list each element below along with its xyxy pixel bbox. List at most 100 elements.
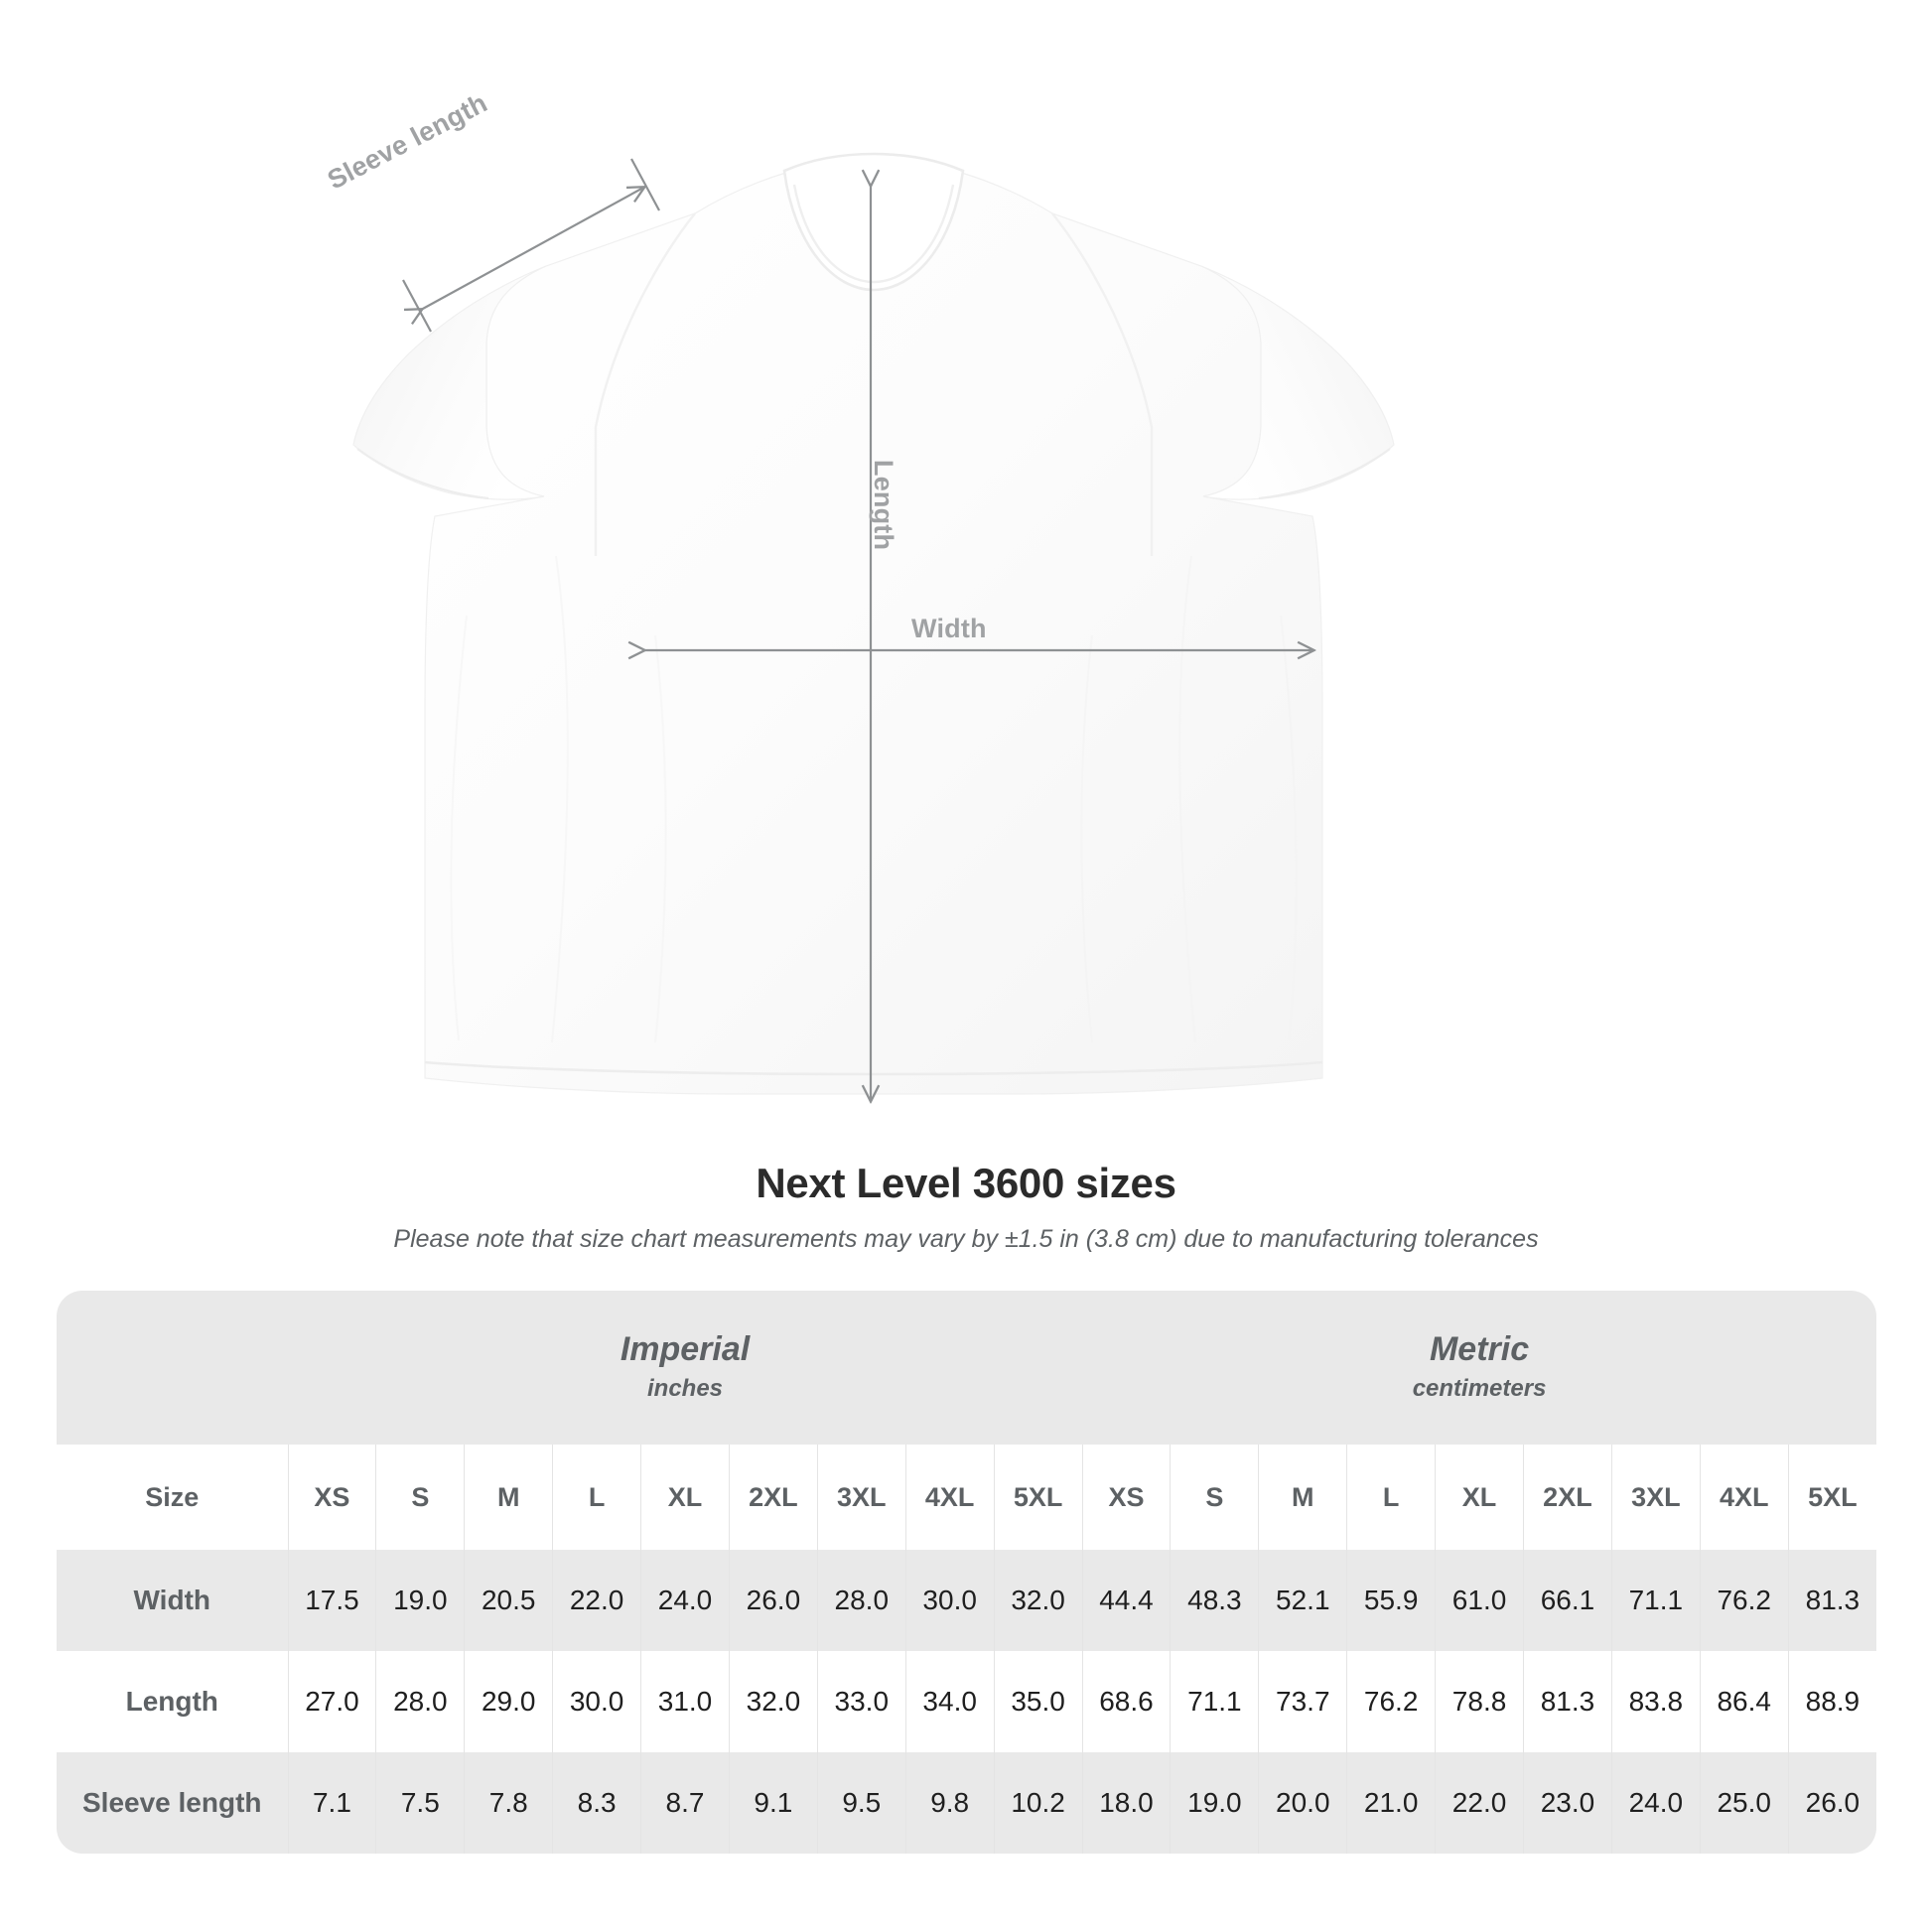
cell-width-imperial-m: 20.5 [464, 1550, 553, 1651]
cell-length-imperial-4xl: 34.0 [904, 1651, 995, 1752]
cell-width-imperial-2xl: 26.0 [728, 1550, 818, 1651]
cell-length-metric-s: 71.1 [1170, 1651, 1259, 1752]
cell-length-metric-4xl: 86.4 [1699, 1651, 1789, 1752]
tshirt-diagram-svg [352, 152, 1395, 1147]
cell-width-imperial-xs: 17.5 [287, 1550, 376, 1651]
size-header-imperial-2xl: 2XL [728, 1445, 818, 1550]
cell-width-metric-s: 48.3 [1170, 1550, 1259, 1651]
cell-width-imperial-l: 22.0 [552, 1550, 641, 1651]
cell-length-metric-2xl: 81.3 [1523, 1651, 1612, 1752]
table-row: Length 27.0 28.0 29.0 30.0 31.0 32.0 33.0 34.0 35… [57, 1651, 1877, 1752]
size-header-imperial-3xl: 3XL [816, 1445, 906, 1550]
cell-length-imperial-s: 28.0 [375, 1651, 465, 1752]
row-label-sleeve-length: Sleeve length [57, 1752, 288, 1854]
length-label: Length [869, 460, 898, 551]
page-subtitle: Please note that size chart measurements… [393, 1225, 1539, 1253]
cell-length-imperial-2xl: 32.0 [728, 1651, 818, 1752]
cell-width-metric-m: 52.1 [1258, 1550, 1347, 1651]
size-header-metric-4xl: 4XL [1699, 1445, 1789, 1550]
size-table-head: Imperial inches Metric centimeters Size … [57, 1291, 1877, 1550]
cell-width-imperial-3xl: 28.0 [816, 1550, 906, 1651]
size-header-row: Size XS S M L XL 2XL 3XL 4XL 5XL XS S M L XL 2XL 3XL 4XL… [57, 1445, 1877, 1550]
cell-length-imperial-3xl: 33.0 [816, 1651, 906, 1752]
size-header-imperial-xs: XS [287, 1445, 376, 1550]
cell-length-imperial-l: 30.0 [552, 1651, 641, 1752]
size-header-imperial-4xl: 4XL [904, 1445, 995, 1550]
cell-length-imperial-xs: 27.0 [287, 1651, 376, 1752]
title-block: Next Level 3600 sizes Please note that s… [0, 1160, 1932, 1254]
cell-sleeve-length-metric-5xl: 26.0 [1787, 1752, 1877, 1854]
cell-width-metric-3xl: 71.1 [1610, 1550, 1701, 1651]
unit-banner-blank [57, 1291, 288, 1445]
size-header-metric-xl: XL [1435, 1445, 1524, 1550]
cell-width-imperial-xl: 24.0 [640, 1550, 730, 1651]
cell-sleeve-length-imperial-l: 8.3 [552, 1752, 641, 1854]
cell-length-metric-m: 73.7 [1258, 1651, 1347, 1752]
cell-sleeve-length-metric-4xl: 25.0 [1699, 1752, 1789, 1854]
tshirt-illustration: Sleeve length Length Width [323, 87, 1395, 1147]
cell-width-imperial-s: 19.0 [375, 1550, 465, 1651]
cell-sleeve-length-metric-l: 21.0 [1346, 1752, 1436, 1854]
size-header-imperial-s: S [375, 1445, 465, 1550]
unit-name-imperial: Imperial [620, 1330, 751, 1369]
unit-sub-imperial: inches [647, 1375, 724, 1403]
cell-sleeve-length-metric-xs: 18.0 [1081, 1752, 1171, 1854]
size-header-metric-3xl: 3XL [1610, 1445, 1701, 1550]
cell-length-metric-xs: 68.6 [1081, 1651, 1171, 1752]
size-header-imperial-5xl: 5XL [993, 1445, 1083, 1550]
cell-length-imperial-xl: 31.0 [640, 1651, 730, 1752]
size-header-metric-xs: XS [1081, 1445, 1171, 1550]
row-label-length: Length [57, 1651, 288, 1752]
right-sleeve-shape [1200, 265, 1395, 500]
unit-banner-row: Imperial inches Metric centimeters [57, 1291, 1877, 1445]
cell-width-imperial-5xl: 32.0 [993, 1550, 1083, 1651]
cell-length-metric-3xl: 83.8 [1610, 1651, 1701, 1752]
size-header-metric-2xl: 2XL [1523, 1445, 1612, 1550]
cell-sleeve-length-metric-m: 20.0 [1258, 1752, 1347, 1854]
unit-sub-metric: centimeters [1412, 1375, 1547, 1403]
cell-sleeve-length-imperial-4xl: 9.8 [904, 1752, 995, 1854]
width-label: Width [911, 614, 987, 643]
cell-width-metric-l: 55.9 [1346, 1550, 1436, 1651]
cell-width-metric-xl: 61.0 [1435, 1550, 1524, 1651]
cell-length-imperial-5xl: 35.0 [993, 1651, 1083, 1752]
cell-length-metric-5xl: 88.9 [1787, 1651, 1877, 1752]
size-header-metric-l: L [1346, 1445, 1436, 1550]
size-header-imperial-m: M [464, 1445, 553, 1550]
cell-sleeve-length-metric-2xl: 23.0 [1523, 1752, 1612, 1854]
size-header-metric-m: M [1258, 1445, 1347, 1550]
table-row: Sleeve length 7.1 7.5 7.8 8.3 8.7 9.1 9.5 9.8 10.… [57, 1752, 1877, 1854]
left-sleeve-shape [352, 265, 547, 500]
size-header-imperial-l: L [552, 1445, 641, 1550]
sleeve-length-arrow [402, 158, 660, 333]
size-header-metric-s: S [1170, 1445, 1259, 1550]
cell-width-imperial-4xl: 30.0 [904, 1550, 995, 1651]
page-title: Next Level 3600 sizes [756, 1160, 1176, 1206]
size-header-imperial-xl: XL [640, 1445, 730, 1550]
cell-width-metric-xs: 44.4 [1081, 1550, 1171, 1651]
size-table-container: Imperial inches Metric centimeters Size … [57, 1291, 1877, 1854]
cell-sleeve-length-imperial-3xl: 9.5 [816, 1752, 906, 1854]
cell-sleeve-length-imperial-5xl: 10.2 [993, 1752, 1083, 1854]
cell-sleeve-length-imperial-xl: 8.7 [640, 1752, 730, 1854]
cell-width-metric-5xl: 81.3 [1787, 1550, 1877, 1651]
cell-width-metric-4xl: 76.2 [1699, 1550, 1789, 1651]
size-header-metric-5xl: 5XL [1787, 1445, 1877, 1550]
cell-sleeve-length-imperial-xs: 7.1 [287, 1752, 376, 1854]
row-label-width: Width [57, 1550, 288, 1651]
cell-sleeve-length-imperial-m: 7.8 [464, 1752, 553, 1854]
cell-length-metric-xl: 78.8 [1435, 1651, 1524, 1752]
cell-length-imperial-m: 29.0 [464, 1651, 553, 1752]
cell-sleeve-length-imperial-s: 7.5 [375, 1752, 465, 1854]
cell-sleeve-length-metric-3xl: 24.0 [1610, 1752, 1701, 1854]
size-header-label: Size [57, 1445, 288, 1550]
size-table-body: Width 17.5 19.0 20.5 22.0 24.0 26.0 28.0 30.0 32.… [57, 1550, 1877, 1854]
cell-width-metric-2xl: 66.1 [1523, 1550, 1612, 1651]
size-table: Imperial inches Metric centimeters Size … [57, 1291, 1877, 1854]
unit-group-imperial: Imperial inches [288, 1291, 1083, 1445]
table-row: Width 17.5 19.0 20.5 22.0 24.0 26.0 28.0 30.0 32.… [57, 1550, 1877, 1651]
unit-group-metric: Metric centimeters [1082, 1291, 1877, 1445]
cell-length-metric-l: 76.2 [1346, 1651, 1436, 1752]
cell-sleeve-length-metric-s: 19.0 [1170, 1752, 1259, 1854]
